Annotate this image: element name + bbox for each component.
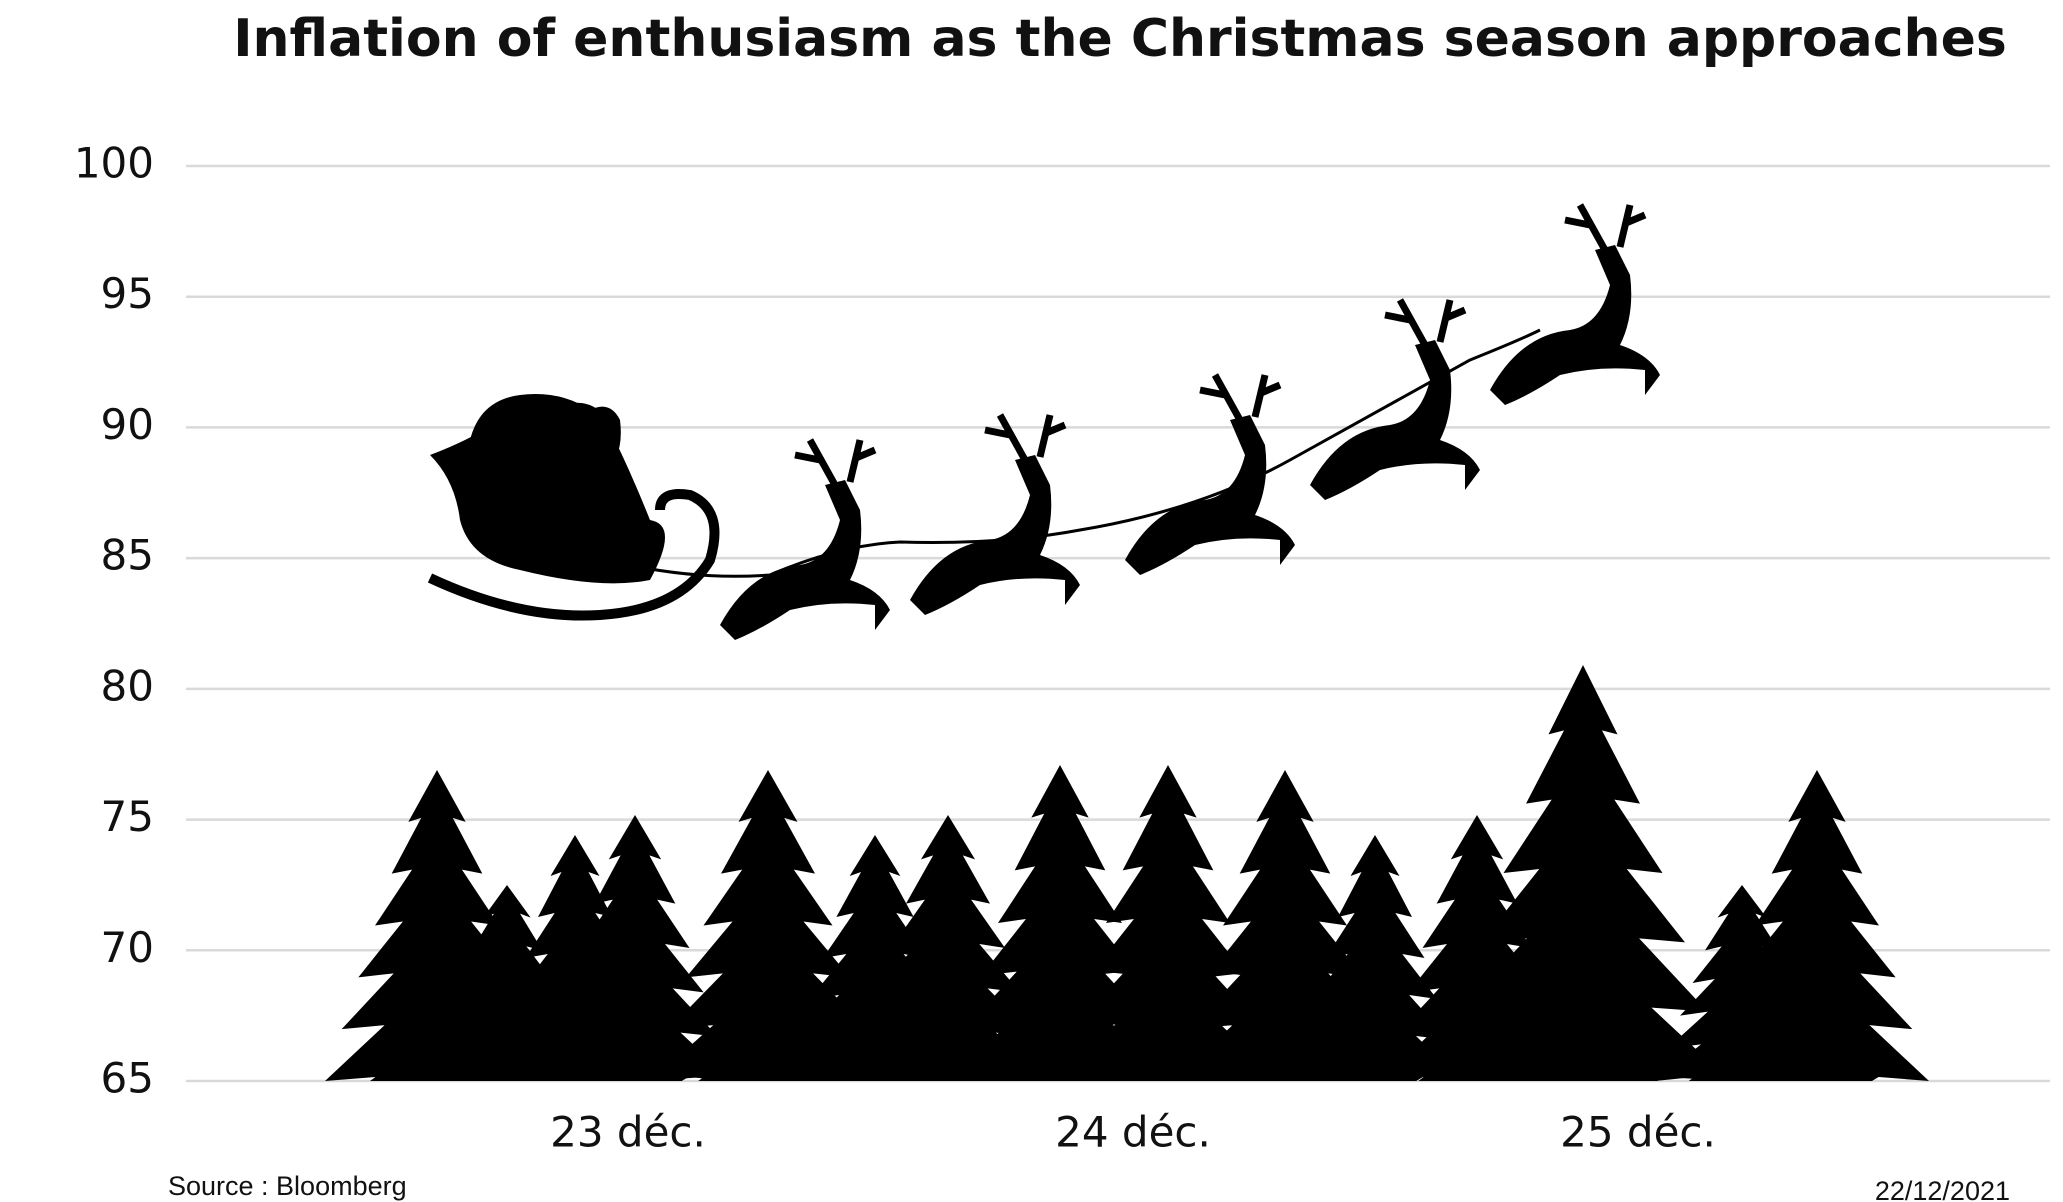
x-tick-label: 25 déc. [1560,1108,1716,1157]
tree [1436,665,1730,1081]
decoration [427,203,1660,640]
y-tick-label: 65 [101,1054,154,1103]
y-tick-label: 75 [101,792,154,841]
santa [470,394,621,475]
x-tick-label: 24 déc. [1055,1108,1211,1157]
axes: 65 70 75 80 85 90 95 100 23 déc. 24 déc. 25 déc. [74,139,1716,1157]
y-tick-label: 85 [101,531,154,580]
antlers [1199,373,1282,422]
reindeer [910,455,1080,615]
antlers [984,413,1067,462]
sleigh-runner [427,489,720,621]
y-tick-label: 95 [101,269,154,318]
y-tick-label: 90 [101,400,154,449]
x-tick-label: 23 déc. [550,1108,706,1157]
tree [1705,770,1929,1081]
y-tick-label: 100 [74,139,154,188]
chart-title: Inflation of enthusiasm as the Christmas… [233,9,2007,69]
antlers [1384,298,1467,347]
forest [325,665,1929,1081]
source-note: Source : Bloomberg [168,1171,407,1201]
tree [651,770,885,1081]
antlers [1564,203,1647,252]
antlers [794,438,877,487]
reindeer [720,480,890,640]
y-tick-label: 70 [101,923,154,972]
reindeer [1125,415,1295,575]
reindeer [1490,245,1660,405]
y-tick-label: 80 [101,661,154,710]
date-note: 22/12/2021 [1875,1176,2010,1202]
reindeer [1310,340,1480,500]
